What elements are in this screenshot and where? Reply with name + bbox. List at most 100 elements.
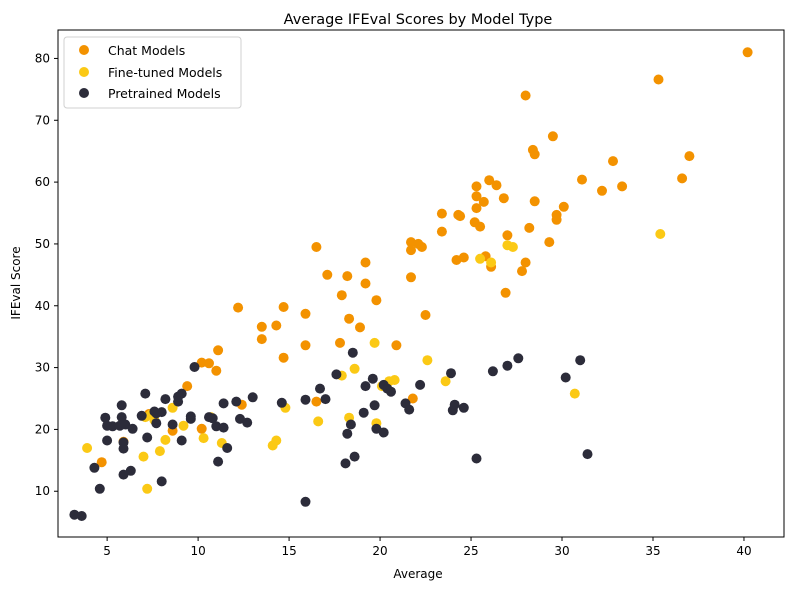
- point-pretrained-73: [487, 366, 498, 377]
- point-chat-69: [577, 174, 587, 185]
- point-pretrained-67: [415, 379, 426, 390]
- point-chat-29: [371, 295, 382, 306]
- point-chat-58: [520, 257, 531, 268]
- point-chat-59: [520, 90, 531, 101]
- x-tick-label-40: 40: [736, 544, 751, 558]
- y-tick-label-30: 30: [35, 361, 50, 375]
- point-chat-7: [196, 357, 207, 368]
- point-pretrained-53: [345, 419, 356, 430]
- point-pretrained-7: [107, 421, 118, 432]
- point-chat-54: [498, 193, 509, 204]
- x-tick-label-10: 10: [190, 544, 205, 558]
- point-chat-6: [204, 358, 214, 369]
- y-tick-label-70: 70: [35, 113, 50, 127]
- point-chat-15: [278, 302, 289, 312]
- point-pretrained-50: [331, 369, 342, 380]
- point-chat-56: [502, 230, 513, 241]
- point-pretrained-22: [151, 418, 162, 429]
- point-chat-25: [344, 313, 355, 324]
- point-pretrained-57: [360, 381, 371, 392]
- point-pretrained-49: [320, 394, 331, 405]
- point-chat-55: [500, 287, 511, 298]
- point-pretrained-37: [213, 456, 224, 467]
- point-chat-24: [342, 271, 353, 282]
- point-pretrained-6: [102, 435, 113, 446]
- point-chat-27: [360, 257, 371, 268]
- point-fine-tuned-27: [475, 253, 486, 264]
- point-pretrained-33: [189, 362, 200, 372]
- y-tick-label-10: 10: [35, 484, 50, 498]
- point-chat-48: [475, 221, 486, 232]
- point-chat-73: [653, 74, 664, 85]
- point-pretrained-46: [300, 394, 311, 405]
- point-chat-74: [677, 173, 688, 184]
- point-fine-tuned-26: [440, 376, 451, 387]
- x-tick-label-25: 25: [463, 544, 478, 558]
- point-chat-23: [335, 337, 345, 348]
- point-chat-19: [311, 242, 322, 252]
- point-fine-tuned-25: [422, 355, 433, 366]
- point-pretrained-19: [142, 432, 153, 443]
- point-chat-63: [529, 196, 540, 207]
- point-chat-12: [256, 321, 267, 332]
- point-chat-32: [406, 245, 416, 256]
- legend-marker-chat: [79, 45, 89, 55]
- point-pretrained-29: [176, 388, 187, 399]
- point-chat-13: [256, 334, 267, 345]
- point-chat-5: [196, 423, 207, 434]
- point-chat-16: [278, 352, 289, 363]
- point-pretrained-55: [349, 451, 360, 462]
- point-chat-45: [471, 191, 482, 202]
- point-pretrained-3: [94, 483, 105, 494]
- point-chat-0: [96, 457, 107, 468]
- y-tick-label-60: 60: [35, 175, 50, 189]
- point-chat-18: [300, 340, 311, 351]
- point-chat-64: [544, 237, 555, 248]
- point-pretrained-48: [315, 383, 325, 394]
- point-fine-tuned-7: [160, 434, 171, 445]
- point-pretrained-43: [242, 417, 253, 428]
- point-chat-8: [213, 345, 224, 356]
- legend-label-chat: Chat Models: [108, 43, 185, 58]
- point-chat-57: [517, 266, 527, 277]
- x-tick-label-35: 35: [645, 544, 660, 558]
- legend-label-pretrained: Pretrained Models: [108, 86, 221, 101]
- point-pretrained-35: [207, 413, 218, 424]
- point-chat-28: [360, 278, 371, 289]
- point-pretrained-68: [446, 368, 456, 379]
- point-fine-tuned-0: [82, 443, 93, 453]
- point-pretrained-77: [575, 355, 586, 366]
- point-pretrained-59: [369, 400, 380, 411]
- point-pretrained-47: [300, 496, 311, 507]
- point-fine-tuned-28: [486, 257, 497, 268]
- points-layer: [69, 47, 753, 521]
- point-chat-46: [471, 203, 482, 214]
- point-pretrained-76: [560, 372, 571, 383]
- point-fine-tuned-10: [198, 433, 209, 444]
- point-chat-42: [455, 211, 466, 222]
- point-pretrained-9: [116, 400, 127, 411]
- y-axis-label: IFEval Score: [9, 246, 23, 319]
- point-pretrained-54: [347, 347, 358, 358]
- point-chat-36: [416, 242, 427, 252]
- point-pretrained-44: [247, 392, 258, 403]
- x-axis-label: Average: [393, 567, 442, 581]
- legend-marker-pretrained: [79, 88, 89, 98]
- point-pretrained-75: [513, 353, 524, 364]
- legend-label-fine-tuned: Fine-tuned Models: [108, 65, 222, 80]
- point-pretrained-23: [156, 407, 167, 418]
- y-tick-label-20: 20: [35, 422, 50, 436]
- point-pretrained-4: [100, 412, 111, 423]
- point-pretrained-41: [231, 396, 242, 407]
- point-chat-44: [471, 181, 482, 192]
- point-fine-tuned-32: [655, 229, 666, 239]
- point-chat-76: [742, 47, 753, 58]
- point-chat-37: [420, 310, 431, 320]
- point-pretrained-26: [167, 419, 178, 430]
- point-chat-22: [336, 290, 347, 301]
- point-chat-20: [311, 396, 322, 407]
- chart-title: Average IFEval Scores by Model Type: [284, 12, 553, 28]
- point-pretrained-66: [404, 404, 415, 415]
- point-fine-tuned-16: [313, 416, 324, 427]
